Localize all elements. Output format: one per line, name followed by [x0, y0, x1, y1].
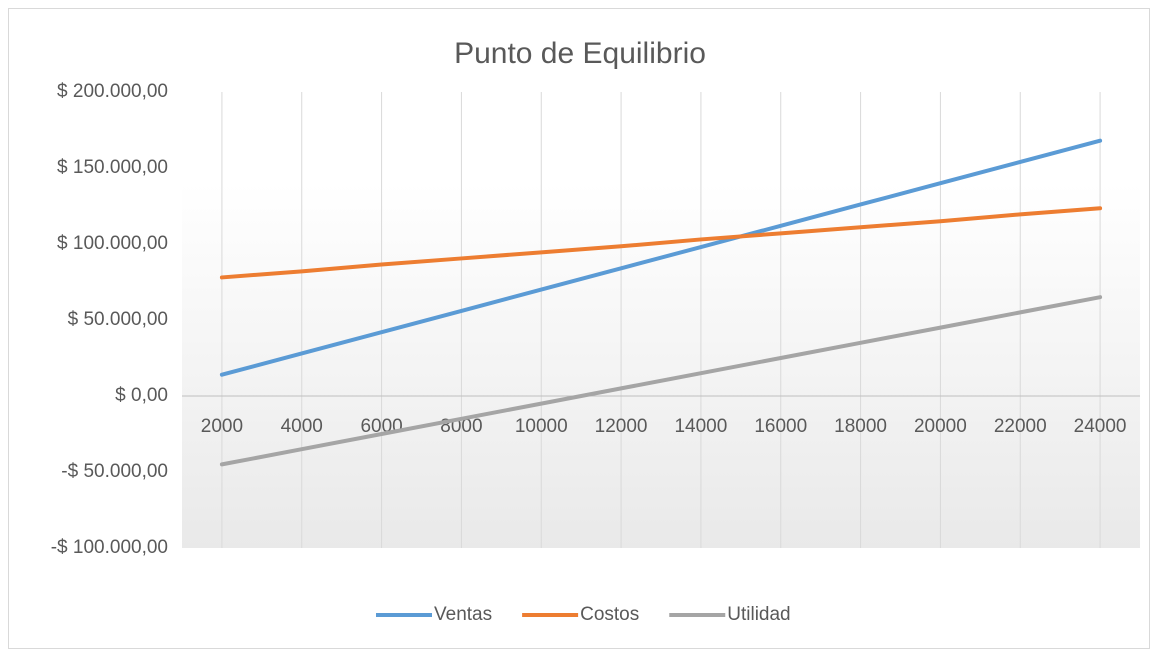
- x-tick-label: 16000: [754, 416, 807, 437]
- series-line: [219, 138, 1103, 377]
- y-tick-label: $ 100.000,00: [57, 233, 168, 254]
- x-tick-label: 20000: [914, 416, 967, 437]
- x-tick-label: 14000: [674, 416, 727, 437]
- x-tick-label: 18000: [834, 416, 887, 437]
- y-tick-label: -$ 50.000,00: [61, 461, 168, 482]
- y-tick-label: $ 200.000,00: [57, 81, 168, 102]
- series-line: [219, 295, 1103, 467]
- legend-label: Ventas: [434, 604, 492, 625]
- legend-label: Utilidad: [727, 604, 790, 625]
- x-tick-label: 22000: [994, 416, 1047, 437]
- x-tick-label: 2000: [201, 416, 243, 437]
- y-tick-label: $ 150.000,00: [57, 157, 168, 178]
- x-tick-label: 24000: [1074, 416, 1127, 437]
- y-tick-label: $ 50.000,00: [68, 309, 168, 330]
- legend-label: Costos: [580, 604, 639, 625]
- x-tick-label: 12000: [595, 416, 648, 437]
- x-tick-label: 10000: [515, 416, 568, 437]
- y-tick-label: $ 0,00: [115, 385, 168, 406]
- plot-area: [182, 92, 1140, 548]
- chart-title: Punto de Equilibrio: [454, 37, 706, 70]
- y-tick-label: -$ 100.000,00: [51, 537, 168, 558]
- series-line: [219, 206, 1103, 280]
- x-tick-label: 4000: [281, 416, 323, 437]
